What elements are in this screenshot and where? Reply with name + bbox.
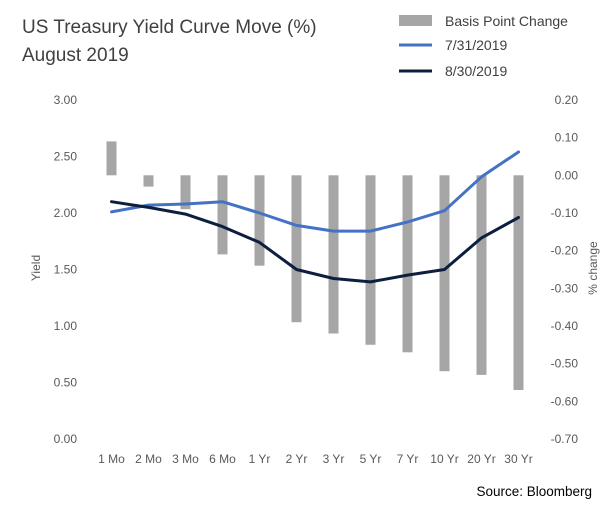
- bar-3-mo: [180, 175, 191, 210]
- line-series-1: [110, 150, 520, 233]
- bar-2-yr: [291, 175, 302, 323]
- left-tick-label: 0.00: [54, 432, 78, 446]
- legend-label-bar: Basis Point Change: [445, 13, 568, 29]
- right-tick-label: 0.20: [555, 93, 579, 107]
- legend-label-line-2: 8/30/2019: [445, 63, 507, 79]
- x-tick-label: 10 Yr: [430, 452, 458, 466]
- x-tick-label: 3 Yr: [323, 452, 345, 466]
- left-tick-label: 2.00: [54, 206, 78, 220]
- bar-20-yr: [476, 175, 487, 375]
- right-tick-label: -0.30: [551, 281, 579, 295]
- right-tick-label: -0.10: [551, 206, 579, 220]
- legend-label-line-1: 7/31/2019: [445, 37, 507, 53]
- bar-2-mo: [143, 175, 154, 187]
- bar-5-yr: [365, 175, 376, 345]
- bar-30-yr: [513, 175, 524, 390]
- left-tick-label: 2.50: [54, 150, 78, 164]
- chart-title-block: US Treasury Yield Curve Move (%) August …: [22, 14, 317, 70]
- line-series-group: [110, 150, 520, 284]
- bar-7-yr: [402, 175, 413, 353]
- x-tick-label: 7 Yr: [397, 452, 419, 466]
- legend-swatch-bar: [399, 15, 432, 26]
- x-tick-label: 5 Yr: [360, 452, 382, 466]
- y-axis-left-title: Yield: [29, 255, 43, 281]
- x-axis-ticks: 1 Mo 2 Mo 3 Mo 6 Mo 1 Yr 2 Yr 3 Yr 5 Yr 7 Yr 10 Y…: [98, 452, 533, 466]
- right-axis-ticks: -0.70 -0.60 -0.50 -0.40 -0.30 -0.20 -0.10 0.00 0…: [551, 93, 579, 446]
- left-tick-label: 1.00: [54, 319, 78, 333]
- x-tick-label: 2 Yr: [286, 452, 308, 466]
- bar-10-yr: [439, 175, 450, 372]
- legend: Basis Point Change 7/31/2019 8/30/2019: [399, 13, 568, 79]
- left-tick-label: 0.50: [54, 376, 78, 390]
- right-tick-label: 0.10: [555, 131, 579, 145]
- bar-1-yr: [254, 175, 265, 266]
- bar-1-mo: [106, 141, 117, 176]
- chart-title: US Treasury Yield Curve Move (%): [22, 17, 317, 38]
- bar-6-mo: [217, 175, 228, 255]
- right-tick-label: 0.00: [555, 168, 579, 182]
- bar-series: [106, 141, 524, 390]
- x-tick-label: 6 Mo: [209, 452, 236, 466]
- y-axis-right-title: % change: [586, 241, 600, 295]
- line-series-2: [110, 200, 520, 284]
- x-tick-label: 1 Yr: [249, 452, 271, 466]
- left-axis-ticks: 0.00 0.50 1.00 1.50 2.00 2.50 3.00: [54, 93, 78, 446]
- right-tick-label: -0.70: [551, 432, 579, 446]
- x-tick-label: 3 Mo: [172, 452, 199, 466]
- bar-3-yr: [328, 175, 339, 334]
- x-tick-label: 30 Yr: [504, 452, 532, 466]
- right-tick-label: -0.50: [551, 357, 579, 371]
- left-tick-label: 3.00: [54, 93, 78, 107]
- right-tick-label: -0.40: [551, 319, 579, 333]
- right-tick-label: -0.20: [551, 244, 579, 258]
- x-tick-label: 2 Mo: [135, 452, 162, 466]
- right-tick-label: -0.60: [551, 394, 579, 408]
- x-tick-label: 1 Mo: [98, 452, 125, 466]
- source-note: Source: Bloomberg: [476, 484, 592, 499]
- chart-subtitle: August 2019: [22, 45, 129, 66]
- left-tick-label: 1.50: [54, 263, 78, 277]
- x-tick-label: 20 Yr: [467, 452, 495, 466]
